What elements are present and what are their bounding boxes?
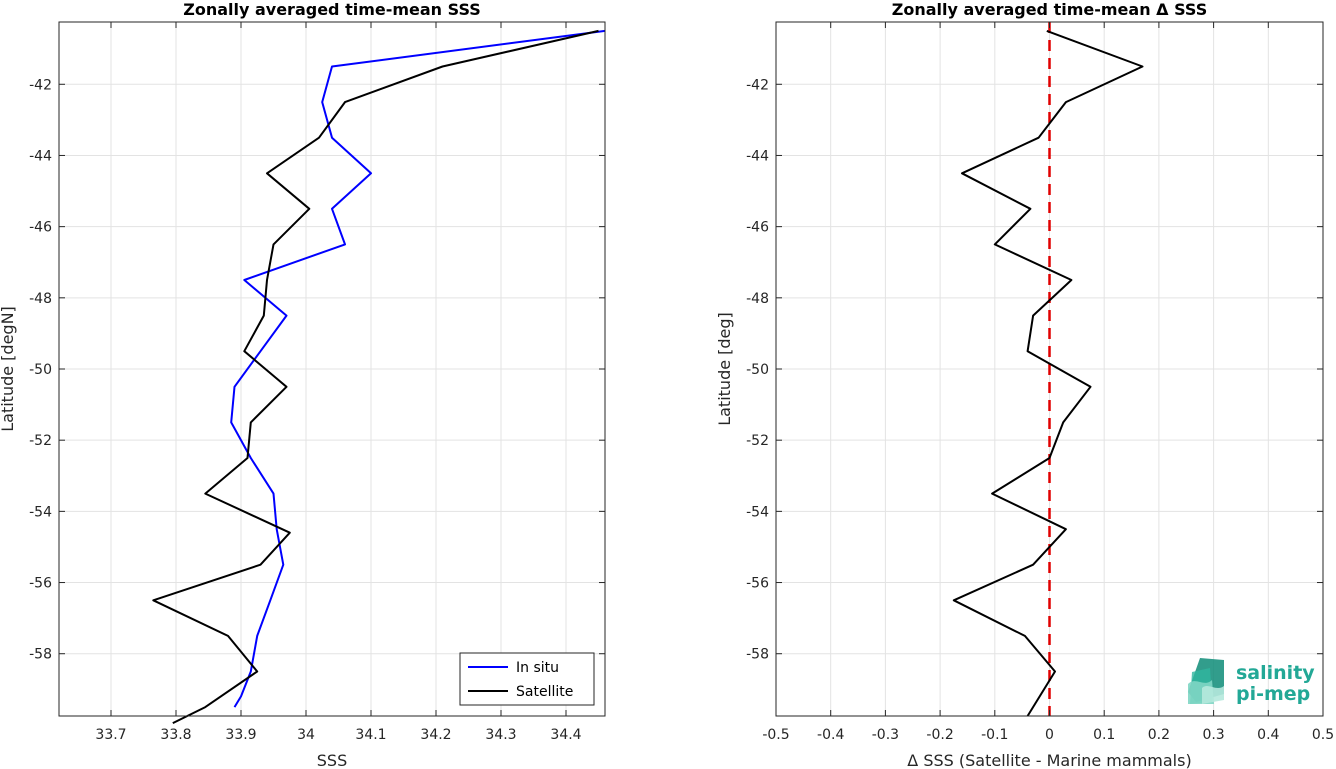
y-tick-label: -46 — [746, 220, 769, 236]
y-tick-label: -52 — [29, 433, 52, 449]
y-tick-label: -50 — [29, 362, 52, 378]
y-axis-label: Latitude [deg] — [715, 312, 734, 426]
y-tick-label: -42 — [746, 77, 769, 93]
x-tick-label: -0.5 — [762, 727, 789, 743]
x-tick-label: 0.5 — [1312, 727, 1334, 743]
y-tick-label: -58 — [29, 647, 52, 663]
y-tick-label: -50 — [746, 362, 769, 378]
series-line-in-situ — [230, 29, 606, 708]
y-tick-label: -44 — [29, 148, 52, 164]
x-tick-label: 34.2 — [420, 727, 451, 743]
x-tick-label: 34.1 — [355, 727, 386, 743]
y-tick-label: -52 — [746, 433, 769, 449]
x-tick-label: 33.9 — [225, 727, 256, 743]
y-tick-label: -54 — [746, 504, 769, 520]
x-tick-label: 34.4 — [550, 727, 581, 743]
y-axis-label: Latitude [degN] — [0, 306, 17, 432]
x-tick-label: 0.1 — [1093, 727, 1115, 743]
x-tick-label: 34.3 — [485, 727, 516, 743]
logo-line2: pi-mep — [1236, 683, 1310, 705]
x-tick-label: 34 — [297, 727, 315, 743]
y-tick-label: -56 — [746, 576, 769, 592]
y-tick-label: -58 — [746, 647, 769, 663]
y-tick-label: -56 — [29, 576, 52, 592]
legend-label: Satellite — [516, 684, 573, 700]
y-tick-label: -48 — [746, 291, 769, 307]
y-tick-label: -54 — [29, 504, 52, 520]
x-tick-label: 0.2 — [1148, 727, 1170, 743]
x-tick-label: -0.3 — [872, 727, 899, 743]
legend-label: In situ — [516, 660, 559, 676]
salinity-pimep-logo: salinity pi-mep — [1188, 658, 1315, 705]
legend: In situ Satellite — [459, 652, 595, 706]
sss-panel: 33.7 33.8 33.9 34 34.1 34.2 34.3 34.4 -42 -44 -46 -… — [0, 0, 606, 769]
chart-title: Zonally averaged time-mean SSS — [183, 0, 481, 19]
delta-sss-panel: -0.5 -0.4 -0.3 -0.2 -0.1 0 0.1 0.2 0.3 0.4 0.5 -42 -… — [715, 0, 1334, 769]
x-tick-label: 0.4 — [1257, 727, 1279, 743]
x-tick-label: -0.4 — [817, 727, 844, 743]
x-axis-label: SSS — [317, 751, 347, 769]
y-tick-label: -44 — [746, 148, 769, 164]
x-tick-label: -0.2 — [926, 727, 953, 743]
logo-line1: salinity — [1236, 662, 1315, 684]
x-tick-label: 0.3 — [1202, 727, 1224, 743]
chart-title: Zonally averaged time-mean Δ SSS — [892, 0, 1208, 19]
y-tick-label: -46 — [29, 220, 52, 236]
y-tick-label: -42 — [29, 77, 52, 93]
x-tick-label: -0.1 — [981, 727, 1008, 743]
x-tick-label: 33.7 — [95, 727, 126, 743]
x-tick-label: 33.8 — [160, 727, 191, 743]
series-line-satellite — [152, 29, 599, 724]
x-tick-label: 0 — [1045, 727, 1054, 743]
legend-box — [459, 652, 595, 706]
y-tick-label: -48 — [29, 291, 52, 307]
x-axis-label: Δ SSS (Satellite - Marine mammals) — [907, 751, 1191, 769]
series-line-delta-sss — [952, 29, 1144, 717]
